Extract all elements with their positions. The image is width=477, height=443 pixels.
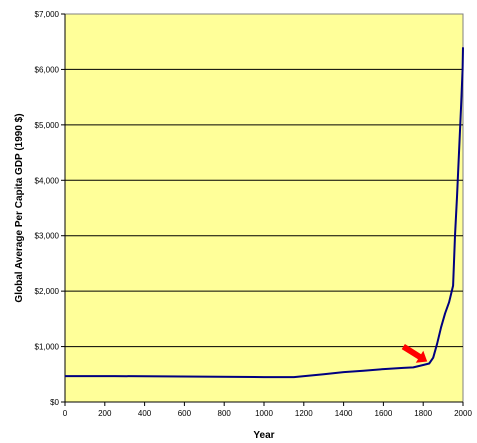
x-tick-label: 200 bbox=[98, 409, 112, 418]
plot-area bbox=[64, 13, 464, 403]
series-line bbox=[65, 47, 464, 379]
x-tick-label: 0 bbox=[63, 409, 68, 418]
x-tick-label: 600 bbox=[178, 409, 192, 418]
x-tick-label: 1200 bbox=[295, 409, 313, 418]
gridlines bbox=[65, 68, 463, 348]
x-tick-label: 1400 bbox=[335, 409, 353, 418]
y-axis-ticks: $0 $1,000 $2,000 $3,000 $4,000 $5,000 $6,000 $7… bbox=[35, 10, 66, 407]
x-tick-label: 400 bbox=[138, 409, 152, 418]
y-tick-label: $5,000 bbox=[35, 121, 60, 130]
x-tick-label: 1800 bbox=[414, 409, 432, 418]
y-tick-label: $3,000 bbox=[35, 232, 60, 241]
y-tick-label: $7,000 bbox=[35, 10, 60, 19]
x-tick-label: 1600 bbox=[375, 409, 393, 418]
y-tick-label: $4,000 bbox=[35, 176, 60, 185]
annotation-arrow bbox=[401, 344, 428, 363]
y-tick-label: $2,000 bbox=[35, 287, 60, 296]
series-layer bbox=[65, 47, 464, 379]
x-tick-label: 2000 bbox=[454, 409, 472, 418]
x-axis-ticks: 0 200 400 600 800 1000 1200 1400 1600 1800 2000 bbox=[63, 401, 472, 418]
y-tick-label: $0 bbox=[50, 398, 59, 407]
annotation-layer bbox=[401, 344, 428, 363]
x-tick-label: 1000 bbox=[255, 409, 273, 418]
y-tick-label: $6,000 bbox=[35, 65, 60, 74]
x-axis-title: Year bbox=[253, 430, 274, 441]
y-axis-title: Global Average Per Capita GDP (1990 $) bbox=[14, 113, 25, 302]
x-tick-label: 800 bbox=[218, 409, 232, 418]
y-tick-label: $1,000 bbox=[35, 343, 60, 352]
